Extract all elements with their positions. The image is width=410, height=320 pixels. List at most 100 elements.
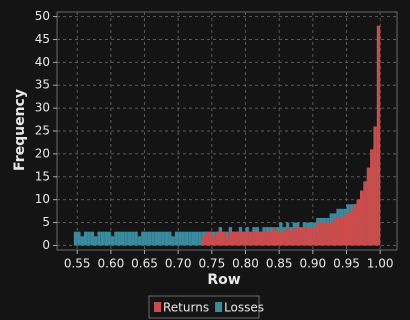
x-tick-label: 0.80	[232, 257, 259, 271]
bar	[349, 208, 354, 246]
y-tick-label: 15	[35, 169, 50, 183]
bar	[174, 231, 179, 246]
bar	[107, 231, 111, 246]
bar	[326, 222, 330, 246]
bar	[232, 231, 236, 246]
bar	[80, 236, 84, 246]
x-tick-label: 0.75	[198, 257, 225, 271]
bar	[161, 231, 165, 246]
y-tick-label: 20	[35, 146, 50, 160]
x-tick-label: 0.95	[333, 257, 360, 271]
bar	[363, 181, 367, 246]
bar	[137, 236, 142, 246]
bar	[83, 231, 88, 246]
y-tick-label: 45	[35, 32, 50, 46]
bar	[248, 231, 253, 246]
bar	[117, 231, 121, 246]
bar	[316, 222, 320, 246]
bar	[168, 231, 172, 246]
y-tick-label: 40	[35, 55, 50, 69]
legend-label: Losses	[224, 301, 264, 315]
legend	[148, 295, 260, 319]
bar	[141, 231, 145, 246]
y-tick-label: 0	[42, 238, 50, 252]
bar	[195, 231, 199, 246]
bar	[292, 227, 297, 246]
bar	[373, 126, 377, 246]
bar	[319, 222, 323, 246]
x-tick-label: 1.00	[367, 257, 394, 271]
bar	[120, 231, 125, 246]
bar	[322, 222, 327, 246]
x-tick-label: 0.85	[266, 257, 293, 271]
bar	[73, 231, 78, 246]
bar	[201, 236, 206, 246]
y-tick-label: 35	[35, 78, 50, 92]
bar	[87, 231, 91, 246]
bar	[225, 236, 229, 246]
bar	[90, 231, 95, 246]
bar	[272, 227, 276, 246]
bar	[282, 231, 286, 246]
bar	[181, 231, 185, 246]
bar	[306, 227, 310, 246]
bar	[208, 231, 212, 246]
bar	[370, 149, 374, 246]
bar	[164, 231, 169, 246]
bar	[339, 217, 344, 246]
bar	[100, 231, 105, 246]
bar	[157, 231, 162, 246]
bar	[245, 231, 249, 246]
x-tick-label: 0.90	[299, 257, 326, 271]
bar	[353, 204, 357, 246]
bar	[356, 199, 360, 246]
bar	[258, 231, 263, 246]
bar	[309, 227, 313, 246]
bar	[215, 231, 219, 246]
bar	[221, 231, 226, 246]
bar	[191, 231, 196, 246]
bar	[114, 231, 118, 246]
bar	[296, 227, 300, 246]
bar	[279, 231, 283, 246]
bar	[265, 231, 270, 246]
bar	[376, 25, 381, 246]
bar	[228, 231, 233, 246]
bar	[346, 213, 350, 246]
bar	[131, 231, 135, 246]
y-tick-label: 5	[42, 215, 50, 229]
bar	[97, 231, 101, 246]
bar	[147, 231, 152, 246]
x-tick-label: 0.70	[165, 257, 192, 271]
bar	[242, 231, 246, 246]
legend-swatch	[154, 302, 161, 312]
bar	[329, 222, 334, 246]
bar	[198, 231, 202, 246]
bar	[178, 231, 182, 246]
x-tick-label: 0.55	[64, 257, 91, 271]
bar	[94, 236, 98, 246]
bar	[312, 227, 317, 246]
bar	[359, 190, 364, 246]
bar	[275, 231, 280, 246]
bar	[302, 227, 307, 246]
bar	[127, 231, 132, 246]
bar	[366, 167, 371, 246]
bar	[211, 236, 216, 246]
bar	[171, 236, 175, 246]
bar	[336, 217, 340, 246]
bar	[205, 231, 209, 246]
y-tick-label: 25	[35, 124, 50, 138]
bar	[252, 231, 256, 246]
bar	[255, 231, 259, 246]
bar	[238, 231, 243, 246]
bar	[144, 231, 148, 246]
bar	[262, 231, 266, 246]
bar	[285, 227, 290, 246]
bar	[343, 213, 347, 246]
bar	[77, 231, 81, 246]
y-axis-label: Frequency	[12, 89, 28, 171]
bar	[269, 231, 273, 246]
bar	[104, 231, 108, 246]
